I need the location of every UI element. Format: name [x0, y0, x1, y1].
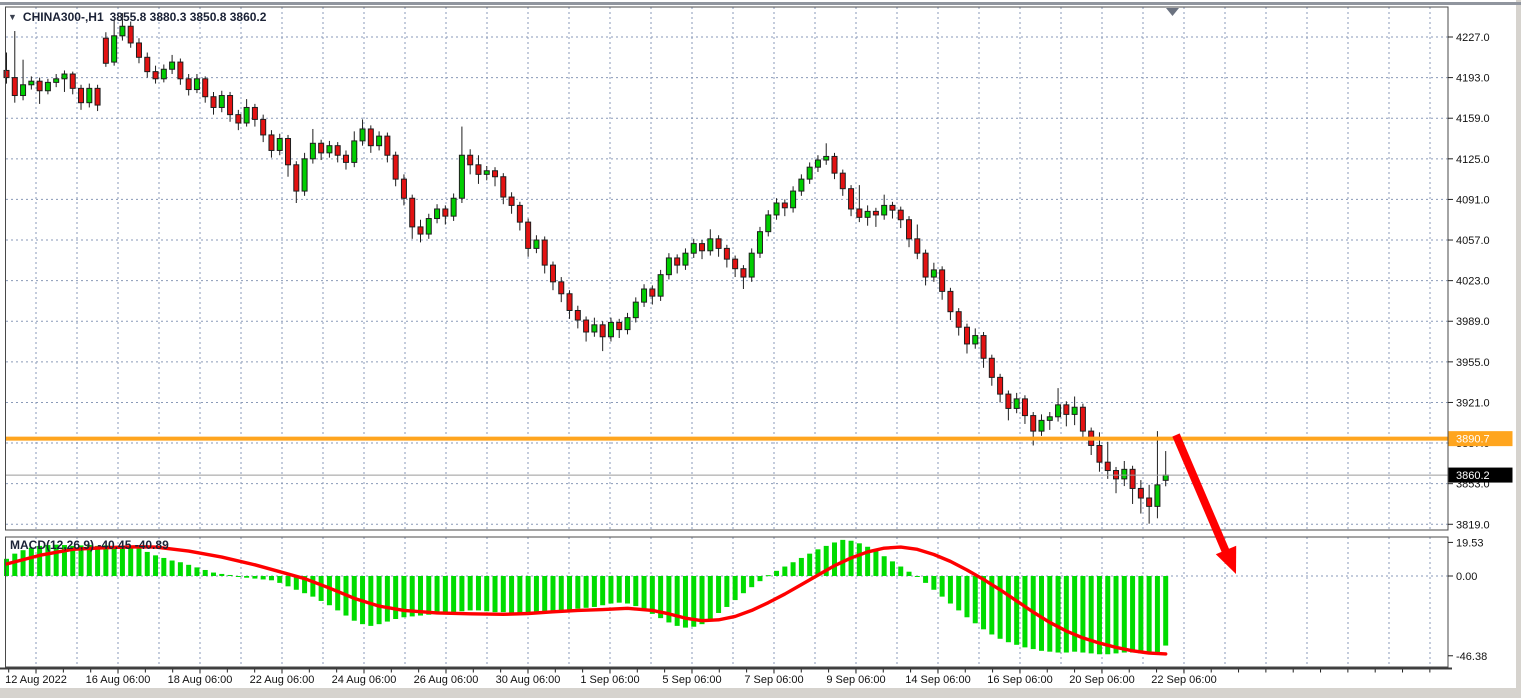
time-axis[interactable]: 12 Aug 2022 16 Aug 06:00 18 Aug 06:00 22 Au…: [5, 669, 1431, 687]
svg-text:30 Aug 06:00: 30 Aug 06:00: [496, 674, 561, 686]
chart-title-ohlc: 3855.8 3880.3 3850.8 3860.2: [109, 10, 267, 24]
svg-text:9 Sep 06:00: 9 Sep 06:00: [826, 674, 885, 686]
svg-text:4057.0: 4057.0: [1456, 235, 1490, 247]
svg-text:24 Aug 06:00: 24 Aug 06:00: [332, 674, 397, 686]
macd-signal-line: [4, 545, 1168, 656]
svg-text:5 Sep 06:00: 5 Sep 06:00: [662, 674, 721, 686]
svg-text:14 Sep 06:00: 14 Sep 06:00: [905, 674, 970, 686]
macd-axis[interactable]: 19.53 0.00 -46.38: [1448, 537, 1487, 663]
last-price-badge: 3860.2: [1448, 467, 1513, 483]
chart-shift-marker[interactable]: [1166, 8, 1179, 16]
symbol-dropdown-icon[interactable]: ▼: [8, 12, 17, 22]
panel-frames: [0, 6, 1452, 670]
svg-text:3955.0: 3955.0: [1456, 357, 1490, 369]
svg-text:12 Aug 2022: 12 Aug 2022: [5, 674, 67, 686]
svg-text:7 Sep 06:00: 7 Sep 06:00: [744, 674, 803, 686]
macd-indicator-label: MACD(12,26,9) -40.45 -40.89: [10, 538, 169, 552]
chart-title-symbol: CHINA300-,H1: [22, 10, 104, 24]
svg-text:3860.2: 3860.2: [1456, 470, 1490, 482]
svg-text:4159.0: 4159.0: [1456, 113, 1490, 125]
hline-price-badge: 3890.7: [1448, 431, 1513, 447]
horizontal-line-3890[interactable]: [6, 436, 1448, 441]
svg-text:16 Aug 06:00: 16 Aug 06:00: [86, 674, 151, 686]
gridlines: [6, 7, 1448, 667]
price-plot-area[interactable]: [6, 7, 1448, 530]
svg-text:3890.7: 3890.7: [1456, 434, 1490, 446]
svg-text:4125.0: 4125.0: [1456, 154, 1490, 166]
svg-text:3989.0: 3989.0: [1456, 316, 1490, 328]
price-axis[interactable]: 4227.0 4193.0 4159.0 4125.0 4091.0 4057.0 4023…: [1448, 32, 1490, 531]
svg-text:18 Aug 06:00: 18 Aug 06:00: [168, 674, 233, 686]
macd-histogram: [4, 539, 1169, 655]
svg-text:3921.0: 3921.0: [1456, 397, 1490, 409]
trend-arrow[interactable]: [1172, 433, 1237, 574]
svg-text:1 Sep 06:00: 1 Sep 06:00: [580, 674, 639, 686]
svg-text:3819.0: 3819.0: [1456, 519, 1490, 531]
svg-text:-46.38: -46.38: [1456, 651, 1487, 663]
svg-text:4193.0: 4193.0: [1456, 73, 1490, 85]
svg-text:22 Sep 06:00: 22 Sep 06:00: [1151, 674, 1216, 686]
svg-text:19.53: 19.53: [1456, 537, 1484, 549]
svg-text:4227.0: 4227.0: [1456, 32, 1490, 44]
chart-title: ▼ CHINA300-,H1 3855.8 3880.3 3850.8 3860…: [8, 9, 266, 25]
svg-text:16 Sep 06:00: 16 Sep 06:00: [987, 674, 1052, 686]
svg-text:22 Aug 06:00: 22 Aug 06:00: [250, 674, 315, 686]
svg-text:20 Sep 06:00: 20 Sep 06:00: [1069, 674, 1134, 686]
svg-text:0.00: 0.00: [1456, 571, 1477, 583]
svg-text:26 Aug 06:00: 26 Aug 06:00: [414, 674, 479, 686]
svg-text:4091.0: 4091.0: [1456, 194, 1490, 206]
window-top-border: [0, 2, 1521, 5]
candlestick-series: [3, 13, 1169, 524]
svg-text:4023.0: 4023.0: [1456, 276, 1490, 288]
